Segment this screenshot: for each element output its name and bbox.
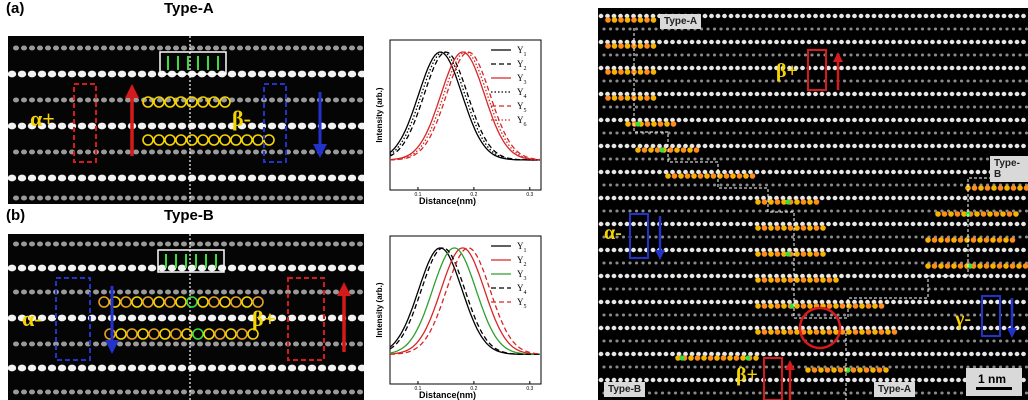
scale-bar-line [976, 387, 1012, 390]
panel-b-title: Type-B [164, 207, 214, 224]
red-circle [798, 306, 842, 350]
y-axis-label: Intensity (arb.) [375, 282, 384, 337]
type-b-tag-bottom: Type-B [604, 382, 646, 397]
alpha-plus-label: α+ [30, 106, 55, 131]
series-line [389, 51, 540, 161]
x-tick-label: 0.1 [414, 192, 421, 198]
legend-label: Y4 [517, 87, 527, 100]
legend-label: Y1 [517, 45, 527, 58]
x-tick-label: 0.1 [414, 386, 421, 392]
green-arrow-box [159, 51, 227, 75]
series-line [389, 51, 540, 161]
blue-dashed-box [263, 83, 287, 163]
alpha-minus-label-right: α- [604, 222, 622, 244]
legend-label: Y1 [517, 241, 527, 254]
stem-image-type-b: α- β+ [8, 234, 364, 400]
panel-b-letter: (b) [6, 207, 26, 224]
type-a-tag-bottom: Type-A [874, 382, 916, 397]
series-line [389, 51, 540, 161]
legend-label: Y4 [517, 283, 527, 296]
legend-label: Y3 [517, 73, 527, 86]
series-line [389, 247, 540, 356]
legend-label: Y5 [517, 101, 527, 114]
blue-box-right [981, 295, 1001, 337]
intensity-plot-b: 0.1 0.2 0.3 Distance(nm) Intensity (arb.) Y1 Y… [370, 232, 545, 400]
intensity-plot-a: 0.1 0.2 0.3 Distance(nm) Intensity (arb.) Y1 Y… [370, 36, 545, 206]
x-axis-label: Distance(nm) [419, 196, 476, 206]
x-tick-label: 0.2 [470, 386, 477, 392]
blue-box-left [629, 213, 649, 259]
legend-label: Y5 [517, 297, 527, 310]
x-tick-label: 0.3 [526, 386, 533, 392]
blue-dashed-box [55, 277, 91, 361]
domain-boundary [633, 28, 1018, 319]
scale-bar-label: 1 nm [978, 372, 1007, 386]
alpha-minus-label: α- [22, 306, 42, 331]
red-dashed-box [73, 83, 97, 163]
series-line [389, 247, 540, 356]
type-a-tag-top: Type-A [660, 14, 702, 29]
series-line [389, 247, 540, 356]
gamma-minus-label: γ- [955, 308, 972, 330]
panel-a-title: Type-A [164, 0, 214, 17]
plot-frame [389, 39, 542, 191]
legend-label: Y2 [517, 255, 527, 268]
stem-image-domain-map: Type-A Type-B Type-B Type-A β+ α- γ- β+ … [598, 8, 1028, 400]
legend-label: Y2 [517, 59, 527, 72]
beta-plus-label-top: β+ [776, 60, 798, 82]
legend-label: Y3 [517, 269, 527, 282]
beta-plus-label: β+ [252, 306, 277, 331]
red-dashed-box [287, 277, 325, 361]
series-line [390, 247, 540, 355]
beta-plus-label-bottom: β+ [736, 364, 758, 386]
x-axis-label: Distance(nm) [419, 390, 476, 400]
x-tick-label: 0.3 [526, 192, 533, 198]
type-b-tag-right: Type-B [990, 156, 1028, 182]
beta-minus-label: β- [232, 106, 251, 131]
red-box-bottom [763, 357, 783, 400]
scale-bar: 1 nm [966, 368, 1022, 396]
stem-image-type-a: α+ β- [8, 36, 364, 204]
y-axis-label: Intensity (arb.) [375, 87, 384, 142]
series-line [390, 51, 540, 161]
green-arrow-box [157, 249, 225, 273]
plot-frame [389, 235, 542, 385]
red-box-top [807, 49, 827, 91]
panel-a-letter: (a) [6, 0, 25, 17]
x-tick-label: 0.2 [470, 192, 477, 198]
legend-label: Y6 [517, 115, 527, 128]
